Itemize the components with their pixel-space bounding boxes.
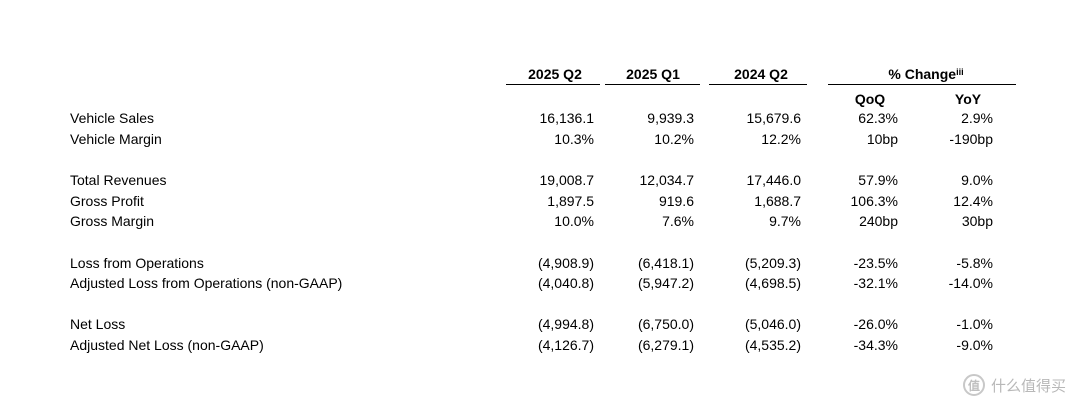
row-label: Gross Profit	[70, 193, 144, 209]
cell-yoy: -190bp	[949, 131, 993, 147]
cell-2025-q1: (6,750.0)	[637, 316, 694, 332]
cell-2025-q2: 10.3%	[554, 131, 594, 147]
row-label: Net Loss	[70, 316, 126, 332]
header-rule-2025-q2	[506, 84, 600, 85]
watermark: 值 什么值得买	[962, 374, 1066, 396]
cell-yoy: -5.8%	[956, 255, 993, 271]
cell-2024-q2: 15,679.6	[746, 110, 802, 126]
watermark-text: 什么值得买	[990, 376, 1066, 395]
table-row: Vehicle Margin 10.3% 10.2% 12.2% 10bp -1…	[0, 130, 1080, 148]
cell-2025-q2: 1,897.5	[547, 193, 594, 209]
header-2025-q2: 2025 Q2	[528, 66, 582, 82]
table-row: Adjusted Loss from Operations (non-GAAP)…	[0, 274, 1080, 292]
pct-change-footnote: iii	[956, 67, 964, 77]
cell-qoq: 240bp	[859, 213, 898, 229]
watermark-logo-icon: 值	[962, 374, 985, 396]
cell-2024-q2: (5,209.3)	[744, 255, 801, 271]
cell-2025-q2: (4,994.8)	[537, 316, 594, 332]
cell-2024-q2: 9.7%	[769, 213, 801, 229]
subheader-yoy: YoY	[954, 91, 982, 107]
cell-2025-q1: 10.2%	[654, 131, 694, 147]
table-row: Gross Margin 10.0% 7.6% 9.7% 240bp 30bp	[0, 212, 1080, 230]
cell-2025-q1: 919.6	[658, 193, 694, 209]
cell-yoy: 9.0%	[961, 172, 993, 188]
pct-change-label: % Change	[888, 66, 957, 82]
row-label: Vehicle Margin	[70, 131, 162, 147]
header-rule-2024-q2	[709, 84, 807, 85]
cell-2025-q2: 10.0%	[554, 213, 594, 229]
subheader-qoq: QoQ	[854, 91, 886, 107]
header-2024-q2: 2024 Q2	[734, 66, 788, 82]
cell-2024-q2: 1,688.7	[754, 193, 801, 209]
row-label: Adjusted Loss from Operations (non-GAAP)	[70, 275, 343, 291]
cell-yoy: -14.0%	[948, 275, 993, 291]
cell-qoq: 106.3%	[850, 193, 898, 209]
row-label: Loss from Operations	[70, 255, 204, 271]
cell-2025-q1: (6,279.1)	[637, 337, 694, 353]
cell-qoq: -34.3%	[853, 337, 898, 353]
cell-2025-q2: (4,040.8)	[537, 275, 594, 291]
cell-yoy: 2.9%	[961, 110, 993, 126]
cell-yoy: -9.0%	[956, 337, 993, 353]
table-row: Net Loss (4,994.8) (6,750.0) (5,046.0) -…	[0, 315, 1080, 333]
cell-2025-q1: (6,418.1)	[637, 255, 694, 271]
cell-qoq: 10bp	[866, 131, 898, 147]
table-row: Loss from Operations (4,908.9) (6,418.1)…	[0, 254, 1080, 272]
cell-2025-q1: 12,034.7	[639, 172, 695, 188]
table-row: Gross Profit 1,897.5 919.6 1,688.7 106.3…	[0, 192, 1080, 210]
row-label: Gross Margin	[70, 213, 155, 229]
cell-2025-q2: (4,908.9)	[537, 255, 594, 271]
cell-2024-q2: 17,446.0	[746, 172, 802, 188]
row-label: Vehicle Sales	[70, 110, 155, 126]
header-rule-pct-change	[828, 84, 1016, 85]
cell-2025-q2: 19,008.7	[539, 172, 595, 188]
cell-2025-q2: (4,126.7)	[537, 337, 594, 353]
cell-qoq: -32.1%	[853, 275, 898, 291]
cell-yoy: 12.4%	[953, 193, 993, 209]
header-2025-q1: 2025 Q1	[626, 66, 680, 82]
header-rule-2025-q1	[605, 84, 700, 85]
cell-2025-q1: (5,947.2)	[637, 275, 694, 291]
cell-2024-q2: 12.2%	[761, 131, 801, 147]
cell-2024-q2: (4,698.5)	[744, 275, 801, 291]
cell-2024-q2: (4,535.2)	[744, 337, 801, 353]
cell-2025-q2: 16,136.1	[539, 110, 595, 126]
cell-qoq: 57.9%	[858, 172, 898, 188]
row-label: Adjusted Net Loss (non-GAAP)	[70, 337, 264, 353]
cell-2024-q2: (5,046.0)	[744, 316, 801, 332]
cell-qoq: -26.0%	[853, 316, 898, 332]
header-pct-change: % Changeiii	[836, 66, 1016, 82]
table-row: Adjusted Net Loss (non-GAAP) (4,126.7) (…	[0, 336, 1080, 354]
row-label: Total Revenues	[70, 172, 167, 188]
cell-qoq: -23.5%	[853, 255, 898, 271]
cell-2025-q1: 7.6%	[662, 213, 694, 229]
cell-yoy: 30bp	[961, 213, 993, 229]
cell-qoq: 62.3%	[858, 110, 898, 126]
table-row: Vehicle Sales 16,136.1 9,939.3 15,679.6 …	[0, 109, 1080, 127]
table-row: Total Revenues 19,008.7 12,034.7 17,446.…	[0, 171, 1080, 189]
cell-yoy: -1.0%	[956, 316, 993, 332]
cell-2025-q1: 9,939.3	[647, 110, 694, 126]
